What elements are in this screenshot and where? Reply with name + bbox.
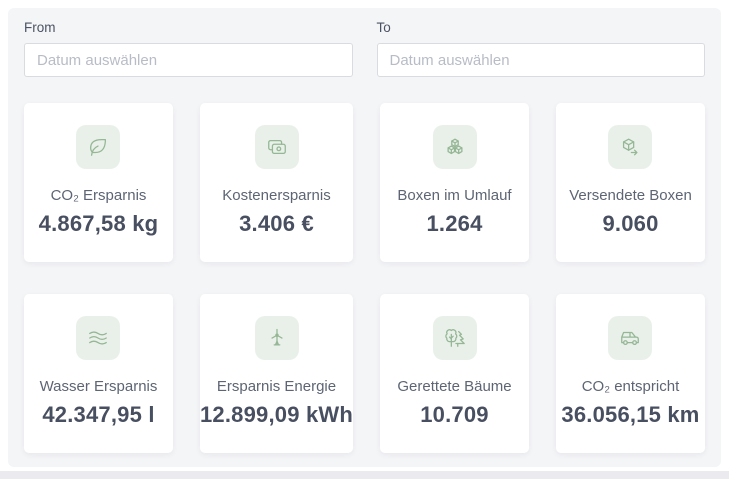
card-value: 4.867,58 kg	[38, 211, 159, 236]
card-water-savings: Wasser Ersparnis 42.347,95 l	[24, 294, 173, 453]
icon-badge	[254, 125, 299, 169]
card-boxes-sent: Versendete Boxen 9.060	[556, 103, 705, 262]
card-value: 36.056,15 km	[561, 402, 700, 427]
card-cost-savings: Kostenersparnis 3.406 €	[199, 103, 354, 262]
icon-badge	[254, 316, 299, 360]
cash-icon	[267, 139, 286, 155]
packages-icon	[446, 138, 463, 155]
trees-icon	[444, 329, 465, 347]
leaf-icon	[90, 139, 107, 156]
card-co2-equivalent: CO₂ entspricht 36.056,15 km	[556, 294, 705, 453]
date-filter-bar: From To	[24, 20, 705, 77]
card-label: Kostenersparnis	[222, 187, 331, 204]
icon-badge	[608, 316, 653, 360]
icon-badge	[608, 125, 653, 169]
to-date-input[interactable]	[376, 43, 705, 77]
card-energy-savings: Ersparnis Energie 12.899,09 kWh	[199, 294, 354, 453]
wind-turbine-icon	[270, 328, 283, 346]
car-icon	[621, 331, 640, 346]
icon-badge	[76, 316, 121, 360]
card-label: Ersparnis Energie	[216, 378, 337, 395]
card-value: 3.406 €	[239, 211, 314, 236]
card-value: 1.264	[426, 211, 483, 236]
card-label: Versendete Boxen	[569, 187, 692, 204]
from-date-field: From	[24, 20, 353, 77]
from-date-input[interactable]	[24, 43, 353, 77]
card-value: 10.709	[420, 402, 489, 427]
icon-badge	[432, 316, 477, 360]
card-boxes-in-circulation: Boxen im Umlauf 1.264	[380, 103, 529, 262]
card-label: CO₂ entspricht	[581, 378, 680, 395]
package-sent-icon	[623, 138, 639, 156]
card-value: 12.899,09 kWh	[199, 402, 354, 427]
card-value: 9.060	[602, 211, 659, 236]
stats-dashboard-panel: From To CO₂ Ersparnis 4.867,58 kg	[8, 8, 721, 467]
to-label: To	[376, 20, 391, 35]
card-co2-savings: CO₂ Ersparnis 4.867,58 kg	[24, 103, 173, 262]
next-section-edge	[0, 471, 729, 479]
icon-badge	[76, 125, 121, 169]
card-trees-saved: Gerettete Bäume 10.709	[380, 294, 529, 453]
card-label: Gerettete Bäume	[397, 378, 512, 395]
card-label: Wasser Ersparnis	[39, 378, 158, 395]
card-label: CO₂ Ersparnis	[50, 187, 147, 204]
icon-badge	[432, 125, 477, 169]
from-label: From	[24, 20, 56, 35]
card-value: 42.347,95 l	[42, 402, 155, 427]
to-date-field: To	[376, 20, 705, 77]
stats-card-grid: CO₂ Ersparnis 4.867,58 kg Kostenersparni…	[24, 103, 705, 453]
card-label: Boxen im Umlauf	[397, 187, 512, 204]
waves-icon	[89, 331, 108, 345]
